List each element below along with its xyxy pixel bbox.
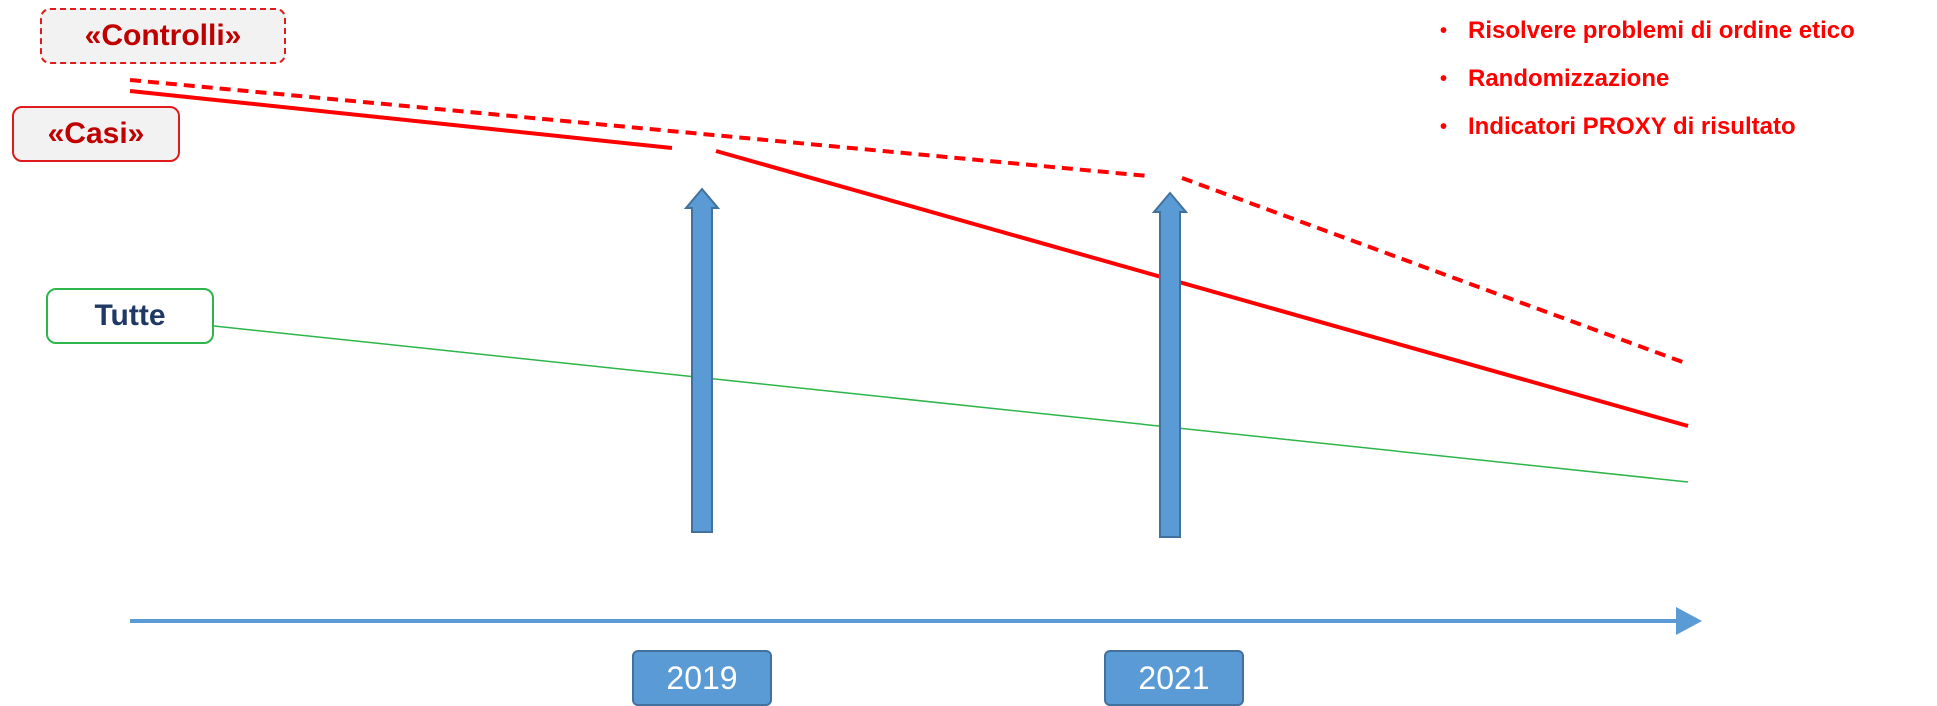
controlli-trend-line-segment-1: [129, 78, 1149, 178]
casi-label: «Casi»: [12, 106, 180, 162]
tutte-trend-line: [213, 325, 1689, 483]
note-item: Randomizzazione: [1440, 62, 1855, 110]
note-item: Indicatori PROXY di risultato: [1440, 110, 1855, 158]
intervention-arrow-2021: [1151, 191, 1189, 538]
year-label-2019: 2019: [632, 650, 772, 706]
tutte-label: Tutte: [46, 288, 214, 344]
intervention-arrow-2019: [683, 187, 721, 533]
notes-list: Risolvere problemi di ordine etico Rando…: [1440, 14, 1855, 158]
casi-trend-line-segment-2: [715, 149, 1689, 428]
time-axis-arrowhead: [1676, 607, 1702, 635]
controlli-trend-line-segment-2: [1181, 176, 1689, 366]
casi-trend-line-segment-1: [129, 89, 673, 150]
controlli-label: «Controlli»: [40, 8, 286, 64]
year-label-2021: 2021: [1104, 650, 1244, 706]
note-item: Risolvere problemi di ordine etico: [1440, 14, 1855, 62]
